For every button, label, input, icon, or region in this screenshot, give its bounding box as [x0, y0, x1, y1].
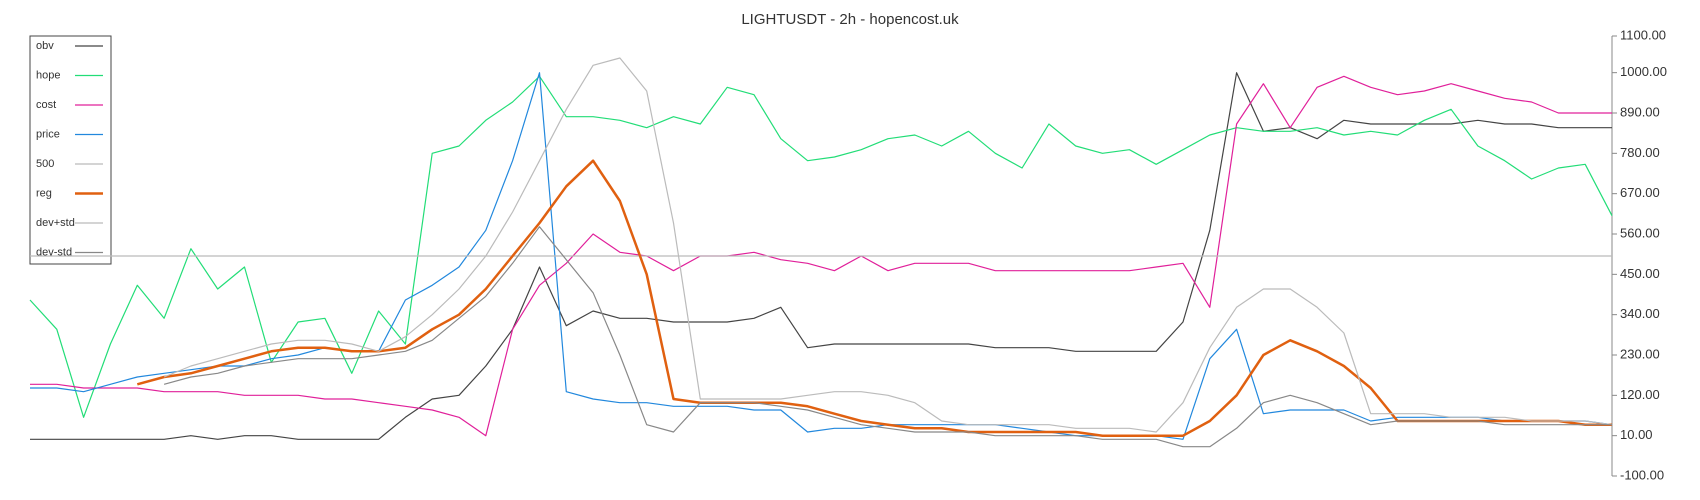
- series-line: [29, 75, 1613, 418]
- legend-box: [29, 35, 112, 265]
- series-line: [30, 72, 1613, 440]
- y-tick-label: 560.00: [1620, 225, 1660, 240]
- y-tick-label: 450.00: [1620, 266, 1660, 281]
- y-tick-label: 1100.00: [1620, 27, 1666, 42]
- y-tick-label: 780.00: [1620, 145, 1660, 160]
- y-tick-label: 670.00: [1620, 185, 1660, 200]
- legend-label: reg: [36, 187, 52, 199]
- chart-title: LIGHTUSDT - 2h - hopencost.uk: [741, 11, 959, 28]
- y-tick-label: 890.00: [1620, 104, 1660, 119]
- legend-label: obv: [36, 40, 54, 52]
- y-tick-label: -100.00: [1620, 467, 1664, 482]
- legend-label: cost: [36, 99, 56, 111]
- series-line: [163, 57, 1613, 433]
- legend-label: hope: [36, 69, 60, 81]
- y-tick-label: 10.00: [1620, 427, 1653, 442]
- legend-label: 500: [36, 158, 54, 170]
- legend-label: price: [36, 128, 60, 140]
- y-tick-label: 230.00: [1620, 346, 1660, 361]
- series-line: [30, 75, 1612, 437]
- legend-label: dev-std: [36, 246, 72, 258]
- legend-label: dev+std: [36, 217, 75, 229]
- y-tick-label: 340.00: [1620, 306, 1660, 321]
- series-line: [30, 72, 1612, 440]
- series-line: [163, 226, 1612, 448]
- y-tick-label: 1000.00: [1620, 64, 1667, 79]
- y-tick-label: 120.00: [1620, 387, 1660, 402]
- series-line: [136, 159, 1612, 437]
